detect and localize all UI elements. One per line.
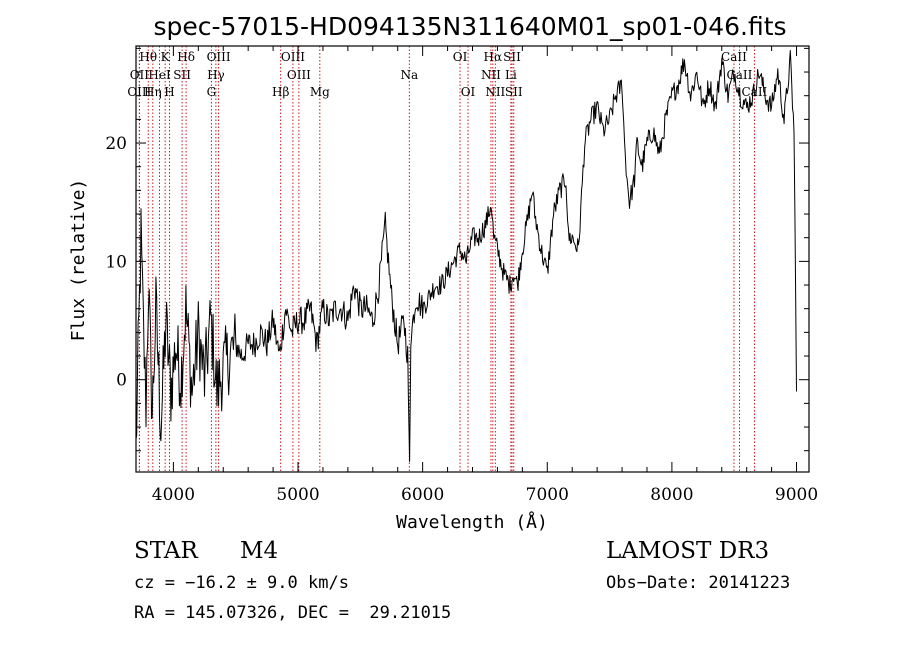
survey-name: LAMOST DR3 [606, 538, 770, 564]
spectral-line-label: Hδ [177, 50, 195, 64]
spectral-line-label: OI [461, 85, 476, 99]
x-axis-label: Wavelength (Å) [396, 511, 548, 533]
spectral-line-label: OIII [281, 50, 305, 64]
plot-frame [135, 45, 810, 473]
spectral-line-label: SII [505, 85, 523, 99]
spectral-line-label: Hθ [139, 50, 157, 64]
spectral-line-label: CaII [721, 50, 747, 64]
y-tick-label: 20 [105, 134, 127, 154]
chart-title: spec-57015-HD094135N311640M01_sp01-046.f… [153, 12, 786, 41]
spectral-line-label: K [161, 50, 171, 64]
spectral-line-label: OIII [127, 85, 151, 99]
spectral-line-label: OIII [207, 50, 231, 64]
spectral-line-label: OI [453, 50, 468, 64]
x-tick-label: 8000 [650, 485, 693, 505]
spectral-line-label: OII [130, 68, 150, 82]
spectral-line-label: OIII [287, 68, 311, 82]
spectral-line-label: G [207, 85, 217, 99]
sky-coordinates: RA = 145.07326, DEC = 29.21015 [134, 603, 452, 623]
x-tick-label: 6000 [401, 485, 444, 505]
spectral-line-label: HeI [148, 68, 171, 82]
spectral-line-label: CaII [727, 68, 753, 82]
spectral-line-label: NII [485, 85, 505, 99]
y-axis-ticks: 0 10 20 [105, 47, 809, 452]
redshift-cz: cz = −16.2 ± 9.0 km/s [134, 573, 349, 593]
spectral-line-label: Hα [484, 50, 503, 64]
spectral-line-label: Hη [144, 85, 162, 99]
x-tick-label: 7000 [526, 485, 569, 505]
spectral-line-label: H [164, 85, 174, 99]
x-axis-ticks: 4000 5000 6000 7000 8000 9000 [152, 46, 818, 505]
spectral-line-label: Hγ [207, 68, 225, 82]
object-class: STAR [134, 538, 198, 564]
observation-date: Obs−Date: 20141223 [606, 573, 791, 593]
spectral-line-label: SII [173, 68, 191, 82]
spectral-line-label: SII [503, 50, 521, 64]
spectral-line-label: Na [400, 68, 418, 82]
x-tick-label: 9000 [775, 485, 818, 505]
y-tick-label: 0 [116, 371, 127, 391]
x-tick-label: 4000 [152, 485, 195, 505]
object-subclass: M4 [240, 538, 279, 564]
spectrum-line [135, 50, 797, 462]
spectral-line-label: Li [505, 68, 517, 82]
y-axis-label: Flux (relative) [68, 179, 89, 342]
y-tick-label: 10 [105, 252, 127, 272]
spectral-line-markers [138, 46, 755, 472]
x-tick-label: 5000 [276, 485, 319, 505]
spectral-line-label: NII [481, 68, 501, 82]
spectral-line-label: Hβ [272, 85, 289, 99]
spectral-line-label: Mg [310, 85, 330, 99]
